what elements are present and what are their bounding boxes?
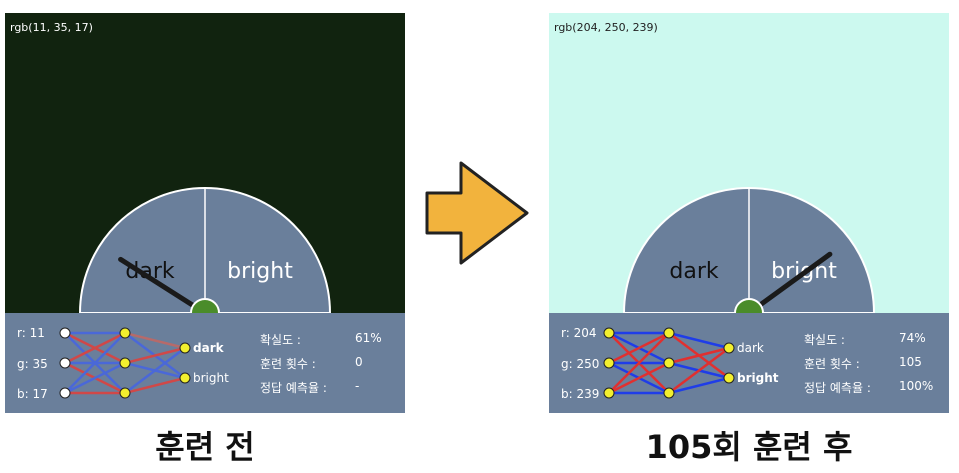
rgb-label: rgb(204, 250, 239) (554, 21, 658, 34)
gauge-needle (746, 251, 833, 316)
weight-line (668, 346, 730, 365)
network-diagram (603, 327, 735, 399)
output-label-dark: dark (193, 341, 224, 355)
train-count-value: 105 (899, 355, 922, 369)
input-label-r: r: 11 (17, 326, 45, 340)
train-count-label: 훈련 횟수 : (804, 357, 860, 371)
output-node (723, 342, 735, 354)
accuracy-label: 정답 예측율 : (804, 381, 871, 395)
input-node (59, 387, 71, 399)
gauge-left-label: dark (669, 259, 718, 284)
input-label-b: b: 17 (17, 387, 48, 401)
gauge-right-label: bright (227, 259, 293, 284)
input-node (603, 387, 615, 399)
input-label-g: g: 35 (17, 357, 48, 371)
weight-line (608, 332, 670, 394)
input-label-b: b: 239 (561, 387, 600, 401)
output-label-dark: dark (737, 341, 764, 355)
weight-line (64, 332, 126, 394)
output-node (723, 372, 735, 384)
output-label-bright: bright (193, 371, 229, 385)
caption-before: 훈련 전 (155, 428, 255, 466)
input-node (603, 327, 615, 339)
weight-line (124, 347, 186, 394)
hidden-node (119, 387, 131, 399)
accuracy-label: 정답 예측율 : (260, 381, 327, 395)
weight-line (608, 331, 670, 365)
train-count-label: 훈련 횟수 : (260, 357, 316, 371)
input-label-g: g: 250 (561, 357, 600, 371)
weight-line (608, 361, 670, 395)
network-area: r: 11 g: 35 b: 17 dark bright 확실도 : 61% … (5, 313, 405, 413)
weight-line (124, 346, 186, 365)
before-panel: rgb(11, 35, 17) dark bright r: 11 g: 35 … (5, 13, 405, 413)
after-panel: rgb(204, 250, 239) dark bright r: 204 g:… (549, 13, 949, 413)
input-node (59, 357, 71, 369)
weight-line (64, 361, 126, 395)
weight-line (668, 331, 730, 350)
confidence-label: 확실도 : (260, 333, 301, 347)
gauge: dark bright (622, 187, 876, 328)
confidence-value: 61% (355, 331, 382, 345)
output-label-bright: bright (737, 371, 779, 385)
weight-line (124, 376, 186, 395)
rgb-label: rgb(11, 35, 17) (10, 21, 93, 34)
train-count-value: 0 (355, 355, 363, 369)
accuracy-value: 100% (899, 379, 934, 393)
weight-line (668, 347, 730, 394)
accuracy-value: - (355, 379, 360, 393)
hidden-node (663, 357, 675, 369)
network-diagram (59, 327, 191, 399)
gauge: dark bright (78, 187, 332, 328)
hidden-node (663, 327, 675, 339)
right-arrow-icon (425, 161, 529, 265)
gauge-needle (118, 256, 208, 316)
weight-line (124, 331, 186, 350)
input-node (59, 327, 71, 339)
hidden-node (119, 327, 131, 339)
network-area: r: 204 g: 250 b: 239 dark bright 확실도 : 7… (549, 313, 949, 413)
weight-line (64, 331, 126, 365)
hidden-node (119, 357, 131, 369)
confidence-label: 확실도 : (804, 333, 845, 347)
input-label-r: r: 204 (561, 326, 597, 340)
caption-after: 105회 훈련 후 (645, 428, 853, 466)
output-node (179, 342, 191, 354)
weight-line (668, 376, 730, 395)
confidence-value: 74% (899, 331, 926, 345)
input-node (603, 357, 615, 369)
output-node (179, 372, 191, 384)
hidden-node (663, 387, 675, 399)
